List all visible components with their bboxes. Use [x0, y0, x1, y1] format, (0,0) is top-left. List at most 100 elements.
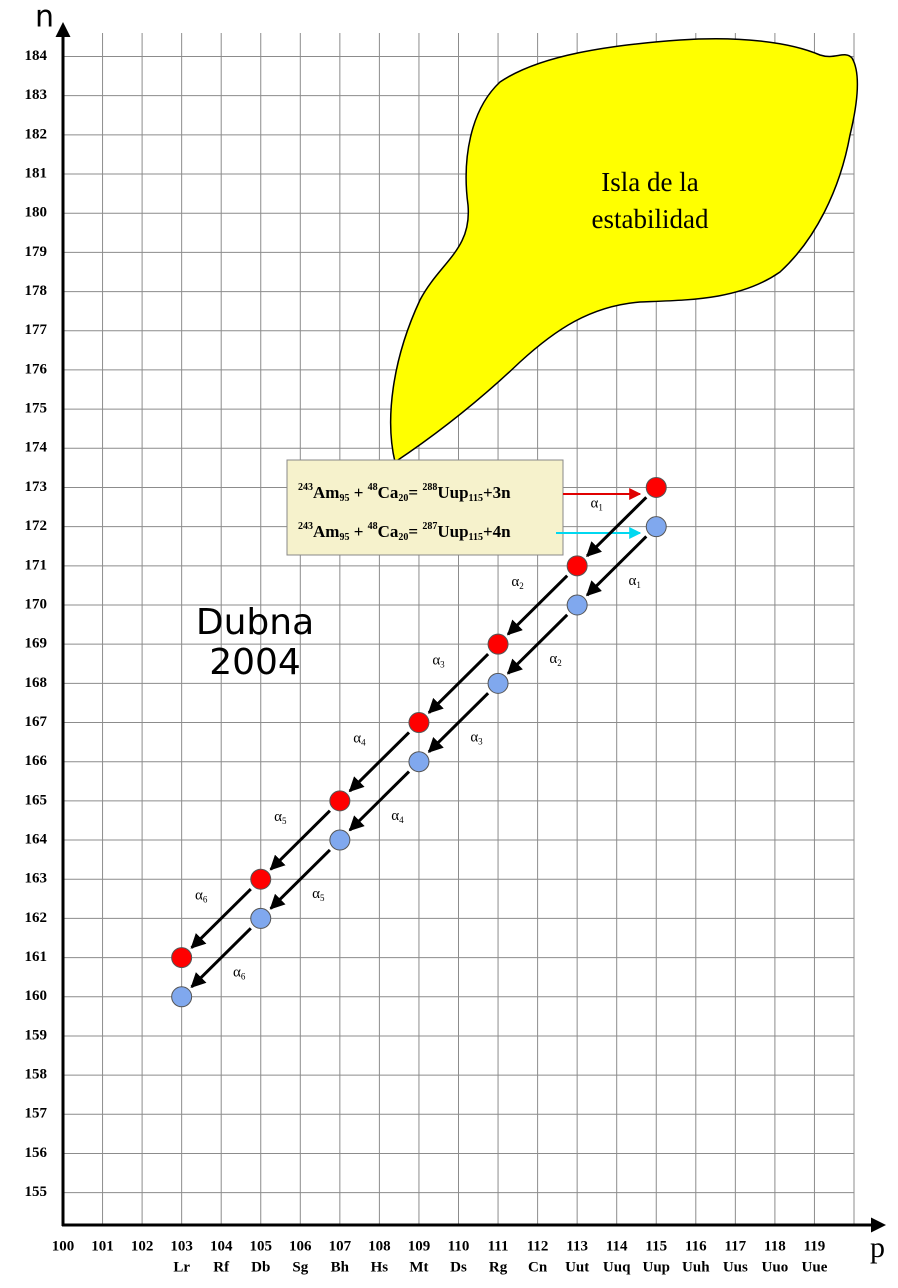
nucleus-point: [646, 477, 666, 497]
equation-part: +: [349, 483, 367, 502]
y-tick-label: 165: [25, 792, 48, 808]
decay-label: α2: [511, 574, 523, 591]
nucleus-point: [251, 869, 271, 889]
decay-symbol: α: [629, 573, 637, 589]
chart: Isla de la estabilidad Dubna 2004 n p 15…: [0, 0, 898, 1288]
element-symbol: Rf: [213, 1259, 230, 1275]
decay-label: α5: [312, 887, 325, 904]
x-tick-label: 111: [488, 1238, 509, 1254]
element-symbol: Mt: [409, 1259, 428, 1275]
decay-index: 5: [320, 893, 325, 903]
nucleus-point: [330, 791, 350, 811]
y-tick-label: 157: [25, 1106, 48, 1122]
y-tick-label: 180: [25, 205, 48, 221]
decay-symbol: α: [432, 653, 440, 669]
decay-label: α4: [353, 731, 366, 748]
y-tick-label: 179: [25, 244, 48, 260]
nucleus-point: [488, 673, 508, 693]
y-tick-label: 181: [25, 165, 48, 181]
y-tick-label: 183: [25, 87, 48, 103]
y-tick-label: 164: [25, 831, 48, 847]
x-tick-label: 115: [645, 1238, 667, 1254]
decay-symbol: α: [391, 808, 399, 824]
equation-part: =: [408, 483, 422, 502]
equation-part: +3n: [483, 483, 511, 502]
equation-part: 48: [368, 521, 378, 532]
equation-part: 95: [339, 493, 349, 504]
nucleus-point: [567, 595, 587, 615]
decay-symbol: α: [233, 965, 241, 981]
decay-symbol: α: [511, 574, 519, 590]
nucleus-point: [646, 517, 666, 537]
decay-label: α6: [195, 888, 208, 905]
x-tick-label: 103: [170, 1238, 193, 1254]
decay-index: 6: [241, 972, 246, 982]
decay-index: 4: [361, 738, 366, 748]
x-tick-label: 119: [804, 1238, 826, 1254]
decay-index: 5: [282, 816, 287, 826]
equation-part: 20: [398, 493, 408, 504]
decay-index: 1: [598, 503, 603, 513]
decay-index: 6: [203, 894, 208, 904]
island-label: estabilidad: [592, 204, 709, 234]
nucleus-point: [488, 634, 508, 654]
y-tick-label: 172: [25, 518, 48, 534]
y-tick-label: 182: [25, 126, 48, 142]
element-symbol: Db: [251, 1259, 270, 1275]
decay-index: 2: [519, 581, 524, 591]
x-tick-label: 100: [52, 1238, 75, 1254]
x-tick-label: 107: [329, 1238, 352, 1254]
decay-index: 1: [636, 580, 641, 590]
decay-symbol: α: [591, 496, 599, 512]
equation-part: 95: [339, 532, 349, 543]
element-symbol: Hs: [371, 1259, 389, 1275]
x-tick-label: 109: [408, 1238, 431, 1254]
y-tick-label: 156: [25, 1145, 48, 1161]
element-symbol: Uut: [565, 1259, 589, 1275]
decay-symbol: α: [470, 730, 478, 746]
y-tick-label: 175: [25, 401, 48, 417]
equation-part: Am: [313, 522, 339, 541]
equation-part: Am: [313, 483, 339, 502]
x-axis-label: p: [870, 1231, 885, 1264]
element-symbol: Cn: [528, 1259, 548, 1275]
x-tick-label: 106: [289, 1238, 312, 1254]
decay-label: α3: [432, 653, 445, 670]
y-tick-label: 176: [25, 361, 48, 377]
equation-part: +4n: [483, 522, 511, 541]
x-tick-label: 114: [606, 1238, 628, 1254]
y-tick-label: 184: [25, 48, 48, 64]
y-tick-label: 168: [25, 675, 48, 691]
equation-part: +: [349, 522, 367, 541]
y-tick-label: 160: [25, 988, 48, 1004]
equation-part: 115: [469, 532, 483, 543]
y-tick-label: 174: [25, 440, 48, 456]
y-tick-label: 171: [25, 557, 48, 573]
equation-part: Uup: [437, 522, 468, 541]
element-symbol: Uuq: [603, 1259, 631, 1275]
element-symbol: Bh: [331, 1259, 350, 1275]
element-symbol: Uup: [642, 1259, 670, 1275]
decay-label: α1: [591, 496, 603, 513]
element-symbol: Uuh: [682, 1259, 710, 1275]
y-tick-label: 159: [25, 1027, 48, 1043]
decay-label: α2: [549, 652, 561, 669]
decay-label: α5: [274, 809, 287, 826]
y-tick-label: 155: [25, 1184, 48, 1200]
decay-symbol: α: [353, 731, 361, 747]
y-tick-label: 162: [25, 910, 48, 926]
nucleus-point: [567, 556, 587, 576]
decay-label: α3: [470, 730, 483, 747]
nucleus-point: [251, 908, 271, 928]
x-tick-label: 101: [91, 1238, 114, 1254]
y-tick-label: 173: [25, 479, 48, 495]
x-tick-label: 110: [448, 1238, 470, 1254]
equation-part: 115: [469, 493, 483, 504]
equation-part: Uup: [437, 483, 468, 502]
x-tick-label: 102: [131, 1238, 154, 1254]
equation-part: =: [408, 522, 422, 541]
x-tick-label: 118: [764, 1238, 786, 1254]
nucleus-point: [409, 713, 429, 733]
y-tick-label: 177: [25, 322, 48, 338]
place-label: Dubna: [196, 602, 314, 643]
